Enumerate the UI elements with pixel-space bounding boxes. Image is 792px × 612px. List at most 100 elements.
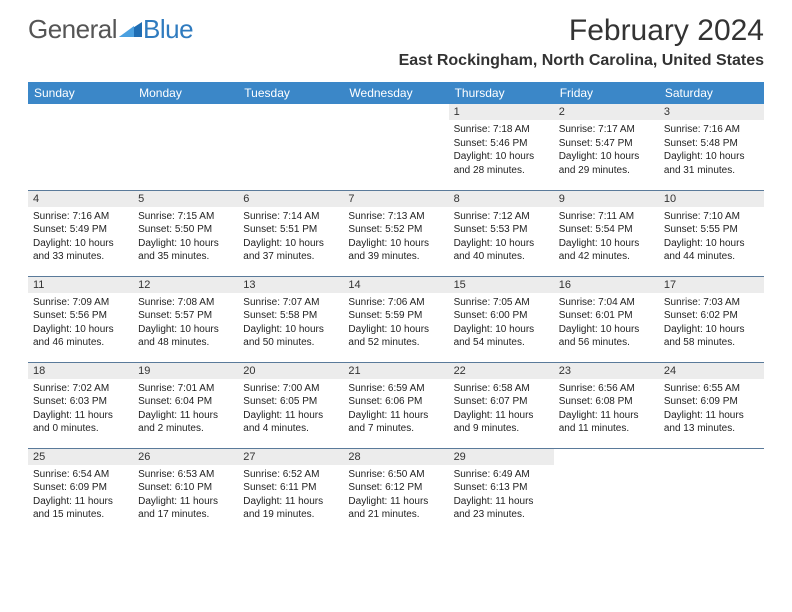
day-header: Wednesday (343, 82, 448, 104)
calendar-day-cell: 10Sunrise: 7:10 AMSunset: 5:55 PMDayligh… (659, 190, 764, 276)
day-number: 12 (133, 277, 238, 293)
day-number: 14 (343, 277, 448, 293)
calendar-empty-cell (238, 104, 343, 190)
day-detail: Sunrise: 7:06 AMSunset: 5:59 PMDaylight:… (343, 293, 448, 355)
day-detail: Sunrise: 7:03 AMSunset: 6:02 PMDaylight:… (659, 293, 764, 355)
day-number: 1 (449, 104, 554, 120)
day-number: 19 (133, 363, 238, 379)
day-number: 24 (659, 363, 764, 379)
calendar-day-cell: 28Sunrise: 6:50 AMSunset: 6:12 PMDayligh… (343, 448, 448, 534)
day-detail: Sunrise: 6:53 AMSunset: 6:10 PMDaylight:… (133, 465, 238, 527)
logo-text-1: General (28, 14, 117, 45)
calendar-week-row: 11Sunrise: 7:09 AMSunset: 5:56 PMDayligh… (28, 276, 764, 362)
day-header: Thursday (449, 82, 554, 104)
calendar-day-cell: 23Sunrise: 6:56 AMSunset: 6:08 PMDayligh… (554, 362, 659, 448)
calendar-day-cell: 4Sunrise: 7:16 AMSunset: 5:49 PMDaylight… (28, 190, 133, 276)
day-number: 22 (449, 363, 554, 379)
calendar-empty-cell (554, 448, 659, 534)
calendar-day-cell: 20Sunrise: 7:00 AMSunset: 6:05 PMDayligh… (238, 362, 343, 448)
day-number: 21 (343, 363, 448, 379)
calendar-empty-cell (343, 104, 448, 190)
day-detail: Sunrise: 7:01 AMSunset: 6:04 PMDaylight:… (133, 379, 238, 441)
calendar-day-cell: 5Sunrise: 7:15 AMSunset: 5:50 PMDaylight… (133, 190, 238, 276)
day-detail: Sunrise: 7:10 AMSunset: 5:55 PMDaylight:… (659, 207, 764, 269)
day-number: 27 (238, 449, 343, 465)
day-number: 11 (28, 277, 133, 293)
day-number: 29 (449, 449, 554, 465)
calendar-day-cell: 17Sunrise: 7:03 AMSunset: 6:02 PMDayligh… (659, 276, 764, 362)
day-detail: Sunrise: 6:50 AMSunset: 6:12 PMDaylight:… (343, 465, 448, 527)
day-detail: Sunrise: 7:02 AMSunset: 6:03 PMDaylight:… (28, 379, 133, 441)
day-detail: Sunrise: 7:18 AMSunset: 5:46 PMDaylight:… (449, 120, 554, 182)
calendar-day-cell: 9Sunrise: 7:11 AMSunset: 5:54 PMDaylight… (554, 190, 659, 276)
day-detail: Sunrise: 7:16 AMSunset: 5:48 PMDaylight:… (659, 120, 764, 182)
day-header: Monday (133, 82, 238, 104)
day-number: 6 (238, 191, 343, 207)
calendar-day-cell: 14Sunrise: 7:06 AMSunset: 5:59 PMDayligh… (343, 276, 448, 362)
day-detail: Sunrise: 7:08 AMSunset: 5:57 PMDaylight:… (133, 293, 238, 355)
logo-text-2: Blue (143, 14, 193, 45)
day-detail: Sunrise: 6:56 AMSunset: 6:08 PMDaylight:… (554, 379, 659, 441)
calendar-day-cell: 27Sunrise: 6:52 AMSunset: 6:11 PMDayligh… (238, 448, 343, 534)
calendar-day-cell: 15Sunrise: 7:05 AMSunset: 6:00 PMDayligh… (449, 276, 554, 362)
day-detail: Sunrise: 7:05 AMSunset: 6:00 PMDaylight:… (449, 293, 554, 355)
day-detail: Sunrise: 7:12 AMSunset: 5:53 PMDaylight:… (449, 207, 554, 269)
day-number: 8 (449, 191, 554, 207)
day-number: 17 (659, 277, 764, 293)
day-number: 26 (133, 449, 238, 465)
day-detail: Sunrise: 7:07 AMSunset: 5:58 PMDaylight:… (238, 293, 343, 355)
calendar-header-row: SundayMondayTuesdayWednesdayThursdayFrid… (28, 82, 764, 104)
logo: General Blue (28, 14, 193, 45)
location: East Rockingham, North Carolina, United … (399, 52, 764, 70)
calendar-day-cell: 1Sunrise: 7:18 AMSunset: 5:46 PMDaylight… (449, 104, 554, 190)
calendar-day-cell: 25Sunrise: 6:54 AMSunset: 6:09 PMDayligh… (28, 448, 133, 534)
day-detail: Sunrise: 7:17 AMSunset: 5:47 PMDaylight:… (554, 120, 659, 182)
day-detail: Sunrise: 7:11 AMSunset: 5:54 PMDaylight:… (554, 207, 659, 269)
day-detail: Sunrise: 6:55 AMSunset: 6:09 PMDaylight:… (659, 379, 764, 441)
calendar-day-cell: 8Sunrise: 7:12 AMSunset: 5:53 PMDaylight… (449, 190, 554, 276)
calendar-day-cell: 7Sunrise: 7:13 AMSunset: 5:52 PMDaylight… (343, 190, 448, 276)
day-detail: Sunrise: 6:58 AMSunset: 6:07 PMDaylight:… (449, 379, 554, 441)
day-detail: Sunrise: 6:52 AMSunset: 6:11 PMDaylight:… (238, 465, 343, 527)
day-detail: Sunrise: 6:54 AMSunset: 6:09 PMDaylight:… (28, 465, 133, 527)
calendar-day-cell: 12Sunrise: 7:08 AMSunset: 5:57 PMDayligh… (133, 276, 238, 362)
day-detail: Sunrise: 6:49 AMSunset: 6:13 PMDaylight:… (449, 465, 554, 527)
day-detail: Sunrise: 7:15 AMSunset: 5:50 PMDaylight:… (133, 207, 238, 269)
day-number: 23 (554, 363, 659, 379)
day-number: 4 (28, 191, 133, 207)
day-header: Sunday (28, 82, 133, 104)
day-number: 7 (343, 191, 448, 207)
calendar-day-cell: 24Sunrise: 6:55 AMSunset: 6:09 PMDayligh… (659, 362, 764, 448)
calendar-day-cell: 3Sunrise: 7:16 AMSunset: 5:48 PMDaylight… (659, 104, 764, 190)
calendar-day-cell: 11Sunrise: 7:09 AMSunset: 5:56 PMDayligh… (28, 276, 133, 362)
day-number: 25 (28, 449, 133, 465)
day-number: 9 (554, 191, 659, 207)
calendar-week-row: 18Sunrise: 7:02 AMSunset: 6:03 PMDayligh… (28, 362, 764, 448)
calendar-day-cell: 29Sunrise: 6:49 AMSunset: 6:13 PMDayligh… (449, 448, 554, 534)
calendar-day-cell: 16Sunrise: 7:04 AMSunset: 6:01 PMDayligh… (554, 276, 659, 362)
calendar-empty-cell (28, 104, 133, 190)
calendar-day-cell: 19Sunrise: 7:01 AMSunset: 6:04 PMDayligh… (133, 362, 238, 448)
day-detail: Sunrise: 6:59 AMSunset: 6:06 PMDaylight:… (343, 379, 448, 441)
day-detail: Sunrise: 7:16 AMSunset: 5:49 PMDaylight:… (28, 207, 133, 269)
page-title: February 2024 (399, 14, 764, 48)
day-detail: Sunrise: 7:09 AMSunset: 5:56 PMDaylight:… (28, 293, 133, 355)
calendar-empty-cell (133, 104, 238, 190)
day-number: 2 (554, 104, 659, 120)
day-number: 20 (238, 363, 343, 379)
calendar-day-cell: 21Sunrise: 6:59 AMSunset: 6:06 PMDayligh… (343, 362, 448, 448)
day-number: 13 (238, 277, 343, 293)
day-number: 5 (133, 191, 238, 207)
calendar-week-row: 4Sunrise: 7:16 AMSunset: 5:49 PMDaylight… (28, 190, 764, 276)
logo-triangle-icon (119, 14, 143, 45)
day-header: Friday (554, 82, 659, 104)
day-detail: Sunrise: 7:04 AMSunset: 6:01 PMDaylight:… (554, 293, 659, 355)
day-header: Tuesday (238, 82, 343, 104)
day-detail: Sunrise: 7:00 AMSunset: 6:05 PMDaylight:… (238, 379, 343, 441)
day-header: Saturday (659, 82, 764, 104)
day-number: 28 (343, 449, 448, 465)
calendar-week-row: 1Sunrise: 7:18 AMSunset: 5:46 PMDaylight… (28, 104, 764, 190)
day-number: 10 (659, 191, 764, 207)
calendar-day-cell: 26Sunrise: 6:53 AMSunset: 6:10 PMDayligh… (133, 448, 238, 534)
calendar-table: SundayMondayTuesdayWednesdayThursdayFrid… (28, 82, 764, 534)
